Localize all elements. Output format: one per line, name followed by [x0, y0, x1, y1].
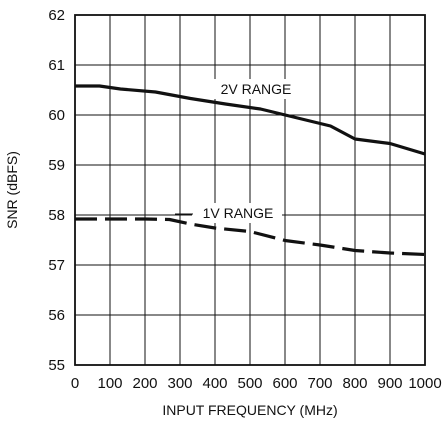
series-label-1v: 1V RANGE	[203, 205, 274, 221]
y-tick-label: 61	[48, 57, 65, 74]
x-tick-label: 200	[132, 375, 157, 392]
series-line-2v-range	[75, 84, 426, 156]
x-tick-label: 100	[97, 375, 122, 392]
x-tick-label: 700	[307, 375, 332, 392]
y-axis-title: SNR (dBFS)	[4, 151, 20, 229]
x-tick-label: 600	[272, 375, 297, 392]
x-tick-label: 500	[237, 375, 262, 392]
grid-lines	[74, 14, 426, 366]
series-label-bg-1v	[192, 203, 282, 223]
x-axis-title: INPUT FREQUENCY (MHz)	[162, 402, 337, 418]
x-tick-label: 1000	[408, 375, 441, 392]
y-tick-label: 56	[48, 307, 65, 324]
y-tick-label: 62	[48, 7, 65, 24]
y-tick-label: 57	[48, 257, 65, 274]
series-label-2v: 2V RANGE	[221, 81, 292, 97]
x-tick-label: 0	[71, 375, 79, 392]
y-tick-label: 55	[48, 357, 65, 374]
x-tick-labels: 0 100 200 300 400 500 600 700 800 900 1000	[71, 375, 442, 392]
x-tick-label: 900	[377, 375, 402, 392]
series-label-bg-2v	[208, 79, 304, 99]
x-tick-label: 300	[167, 375, 192, 392]
series-line-1v-range	[75, 217, 426, 257]
x-tick-label: 800	[342, 375, 367, 392]
y-tick-label: 59	[48, 157, 65, 174]
y-tick-label: 58	[48, 207, 65, 224]
y-tick-label: 60	[48, 107, 65, 124]
plot-frame	[74, 14, 426, 366]
series-layer	[75, 84, 426, 257]
y-tick-labels: 55 56 57 58 59 60 61 62	[48, 7, 65, 374]
x-tick-label: 400	[202, 375, 227, 392]
